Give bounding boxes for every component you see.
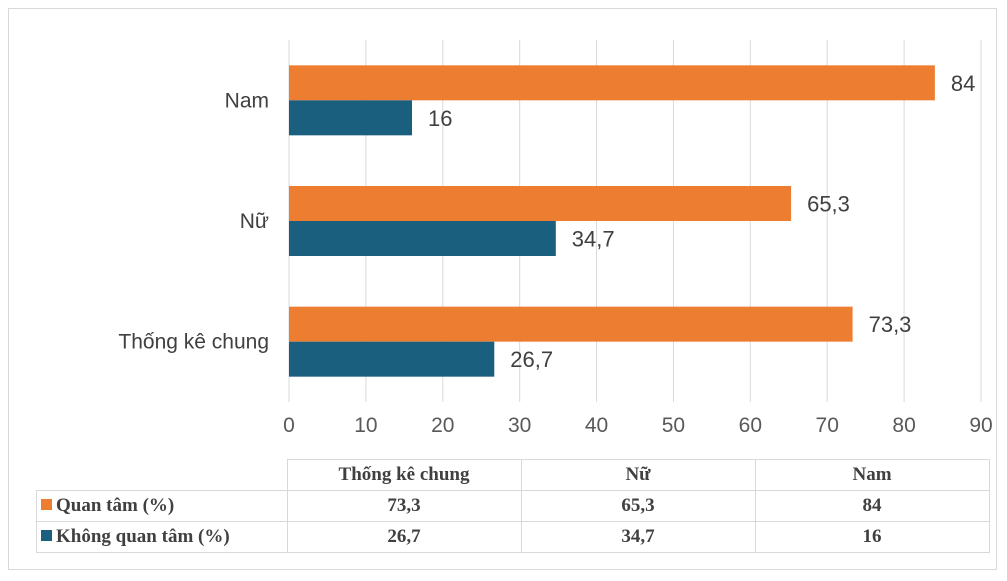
- x-tick-label: 40: [585, 414, 608, 437]
- data-table-cell: 73,3: [286, 490, 522, 522]
- data-table-row-label: Quan tâm (%): [36, 490, 288, 522]
- data-table-header: Thống kê chung: [286, 459, 522, 491]
- data-table: Thống kê chung Nữ Nam Quan tâm (%) 73,3 …: [36, 459, 990, 553]
- x-tick-label: 50: [662, 414, 685, 437]
- x-tick-label: 10: [354, 414, 377, 437]
- x-tick-label: 70: [816, 414, 839, 437]
- bar: [289, 186, 792, 221]
- data-table-header-row: Thống kê chung Nữ Nam: [36, 459, 990, 491]
- data-label: 16: [428, 106, 452, 131]
- bars: [289, 65, 935, 377]
- x-tick-label: 80: [892, 414, 915, 437]
- x-tick-labels: 0 10 20 30 40 50 60 70 80 90: [283, 414, 993, 437]
- bar: [289, 65, 935, 101]
- data-table-cell: 26,7: [286, 521, 522, 553]
- data-table-cell: 84: [754, 490, 990, 522]
- legend-swatch-orange: [41, 499, 52, 510]
- data-table-cell: 34,7: [520, 521, 756, 553]
- x-tick-label: 30: [508, 414, 531, 437]
- x-tick-label: 60: [739, 414, 762, 437]
- x-tick-label: 0: [283, 414, 295, 437]
- data-table-row: Không quan tâm (%) 26,7 34,7 16: [36, 521, 990, 553]
- x-tick-label: 20: [431, 414, 454, 437]
- data-table-cell: 16: [754, 521, 990, 553]
- data-label: 84: [951, 71, 975, 96]
- bar: [289, 341, 495, 377]
- data-table-header: Nữ: [520, 459, 756, 491]
- category-labels: Thống kê chung Nữ Nam: [118, 89, 269, 353]
- category-label: Thống kê chung: [118, 331, 269, 354]
- legend-swatch-blue: [41, 530, 52, 541]
- data-table-corner: [36, 459, 288, 491]
- bar: [289, 221, 556, 256]
- data-label: 26,7: [510, 347, 553, 372]
- bar: [289, 100, 413, 136]
- bar-chart: 73,3 26,7 65,3 34,7 84 16 Thống kê chung Nữ Nam…: [118, 40, 993, 437]
- data-labels: 73,3 26,7 65,3 34,7 84 16: [428, 71, 975, 372]
- category-label: Nam: [225, 89, 269, 112]
- data-table-cell: 65,3: [520, 490, 756, 522]
- category-label: Nữ: [240, 210, 269, 233]
- data-label: 65,3: [807, 192, 850, 217]
- x-tick-label: 90: [969, 414, 992, 437]
- bar: [289, 306, 853, 342]
- legend-label: Quan tâm (%): [56, 495, 175, 516]
- data-label: 34,7: [572, 227, 615, 252]
- legend-label: Không quan tâm (%): [56, 526, 230, 547]
- data-label: 73,3: [869, 312, 912, 337]
- data-table-header: Nam: [754, 459, 990, 491]
- data-table-row: Quan tâm (%) 73,3 65,3 84: [36, 490, 990, 522]
- data-table-row-label: Không quan tâm (%): [36, 521, 288, 553]
